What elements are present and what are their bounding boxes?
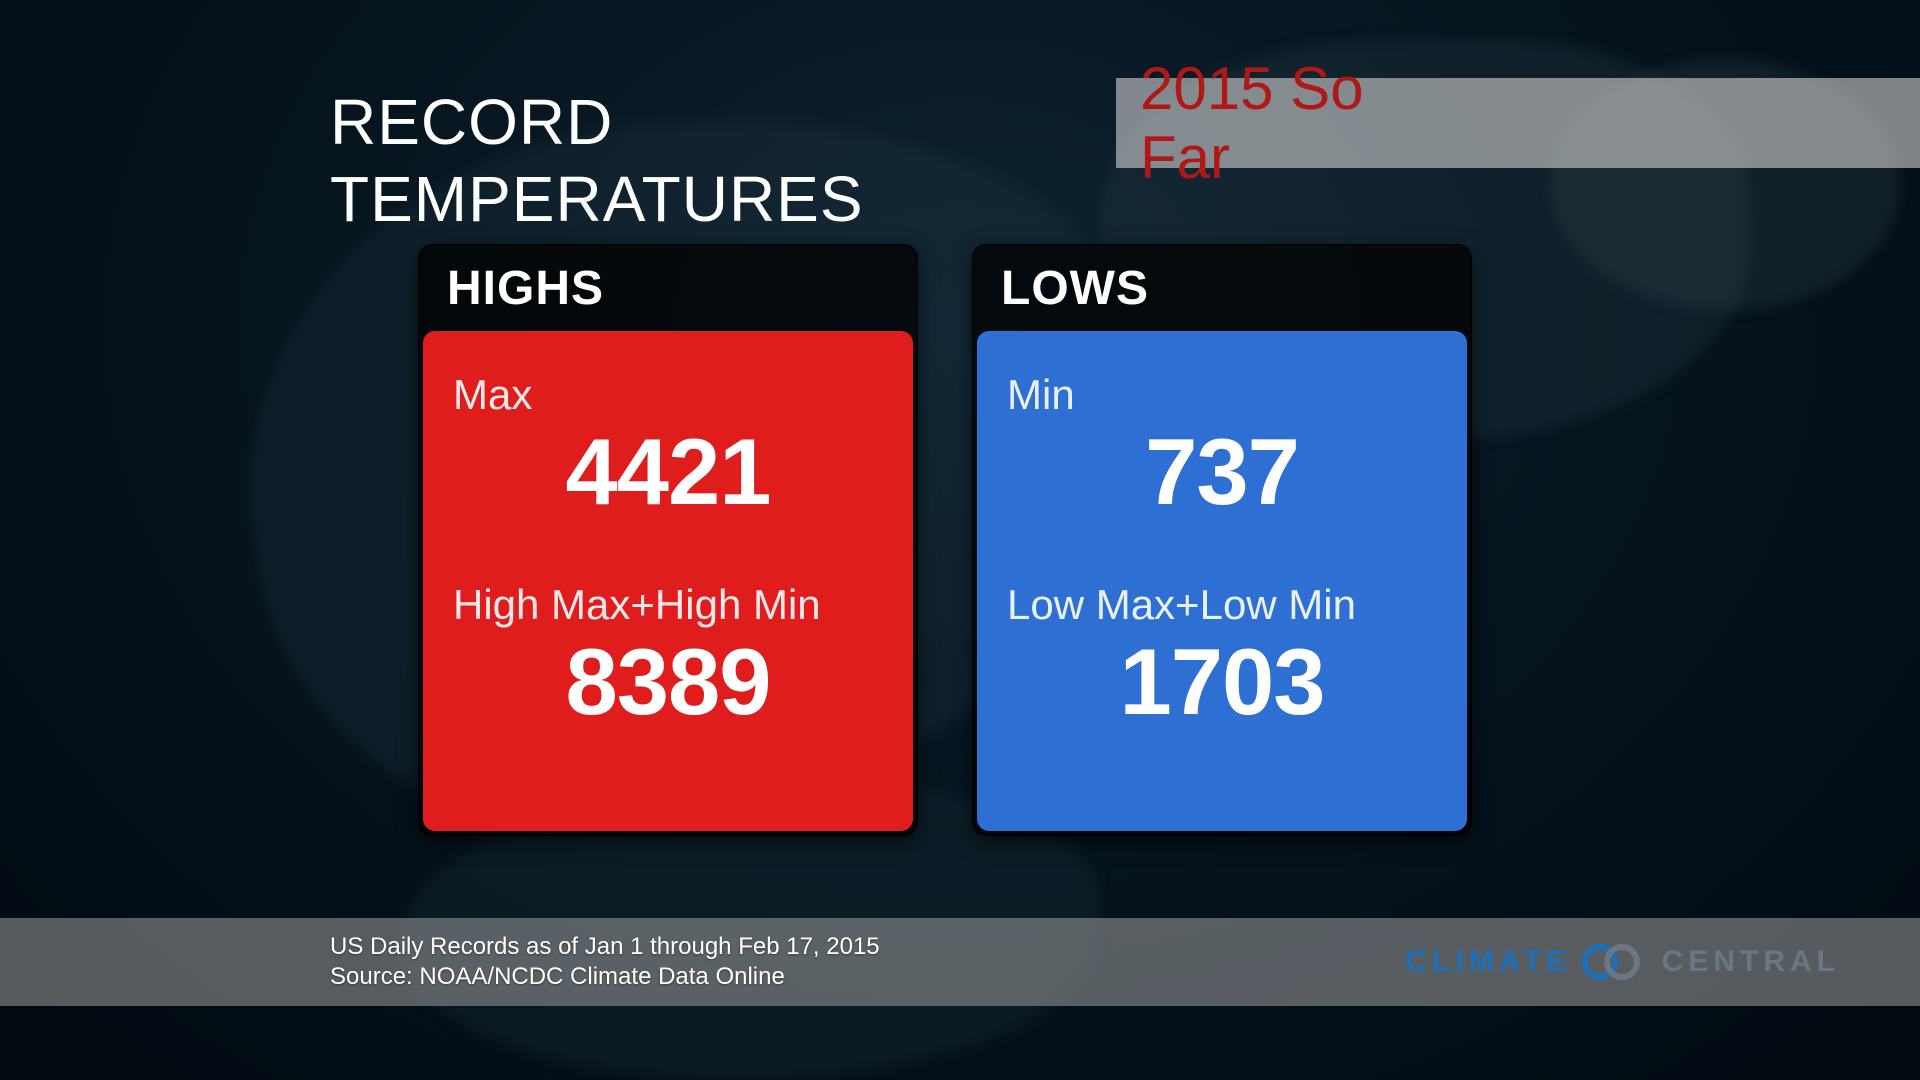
footer-line2: Source: NOAA/NCDC Climate Data Online [330, 962, 880, 992]
lows-card-header: LOWS [973, 245, 1471, 331]
footer-text: US Daily Records as of Jan 1 through Feb… [330, 932, 880, 992]
footer-bar: US Daily Records as of Jan 1 through Feb… [0, 918, 1920, 1006]
lows-card: LOWS Min 737 Low Max+Low Min 1703 [972, 244, 1472, 836]
highs-card-body: Max 4421 High Max+High Min 8389 [423, 331, 913, 831]
logo-rings-icon [1582, 942, 1652, 982]
highs-metric2-value: 8389 [453, 635, 883, 729]
lows-metric2-label: Low Max+Low Min [1007, 583, 1437, 627]
highs-metric2-label: High Max+High Min [453, 583, 883, 627]
lows-metric1-value: 737 [1007, 425, 1437, 519]
lows-card-body: Min 737 Low Max+Low Min 1703 [977, 331, 1467, 831]
title-bar: RECORD TEMPERATURES 2015 So Far [330, 78, 1920, 168]
highs-metric1-value: 4421 [453, 425, 883, 519]
title-sub: 2015 So Far [1140, 54, 1440, 192]
lows-metric1-label: Min [1007, 373, 1437, 417]
title-main: RECORD TEMPERATURES [330, 78, 1116, 168]
highs-card-header: HIGHS [419, 245, 917, 331]
climate-central-logo: CLIMATE CENTRAL [1406, 942, 1840, 982]
logo-text-right: CENTRAL [1662, 945, 1840, 979]
highs-card: HIGHS Max 4421 High Max+High Min 8389 [418, 244, 918, 836]
logo-text-left: CLIMATE [1406, 945, 1572, 979]
logo-ring-gray [1604, 944, 1640, 980]
lows-metric2-value: 1703 [1007, 635, 1437, 729]
cards-row: HIGHS Max 4421 High Max+High Min 8389 LO… [418, 244, 1472, 836]
title-sub-wrap: 2015 So Far [1116, 78, 1920, 168]
highs-metric1-label: Max [453, 373, 883, 417]
footer-line1: US Daily Records as of Jan 1 through Feb… [330, 932, 880, 962]
